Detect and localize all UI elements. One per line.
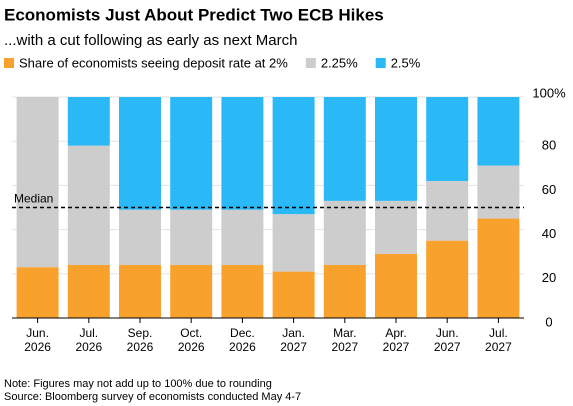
x-tick-label: Jan. xyxy=(282,326,305,340)
y-tick-label: 60 xyxy=(542,182,556,197)
x-tick-label: 2026 xyxy=(75,340,102,354)
x-tick-label: 2026 xyxy=(229,340,256,354)
bar-segment xyxy=(67,264,110,318)
bar-segment xyxy=(119,209,161,265)
bar-segment xyxy=(221,264,264,318)
bar-segment xyxy=(170,209,213,265)
x-tick-label: Jul. xyxy=(489,326,508,340)
legend-swatch xyxy=(305,58,316,68)
bar-segment xyxy=(323,264,366,318)
bar-segment xyxy=(477,218,520,318)
legend-swatch xyxy=(375,58,386,68)
bar-segment xyxy=(426,180,469,241)
chart-subtitle: ...with a cut following as early as next… xyxy=(4,32,297,49)
x-tick-label: 2027 xyxy=(331,340,358,354)
x-tick-label: 2026 xyxy=(127,340,154,354)
y-tick-label: 20 xyxy=(542,270,556,285)
legend-label: Share of economists seeing deposit rate … xyxy=(19,55,288,70)
y-tick-label: 40 xyxy=(542,226,556,241)
x-tick-label: Jul. xyxy=(79,326,98,340)
bar-segment xyxy=(477,97,520,166)
median-label: Median xyxy=(14,192,53,206)
source: Source: Bloomberg survey of economists c… xyxy=(4,391,301,403)
bar-segment xyxy=(119,97,161,210)
bar-segment xyxy=(272,271,315,318)
x-tick-label: 2027 xyxy=(434,340,461,354)
legend-label: 2.25% xyxy=(321,55,358,70)
x-tick-label: Apr. xyxy=(385,326,406,340)
bar-segment xyxy=(221,209,264,265)
bar-segment xyxy=(119,264,161,318)
y-tick-label: 80 xyxy=(542,138,556,153)
x-tick-label: Dec. xyxy=(230,326,255,340)
x-tick-label: Sep. xyxy=(128,326,153,340)
x-tick-label: 2027 xyxy=(485,340,512,354)
bar-segment xyxy=(426,240,469,318)
bar-segment xyxy=(375,200,417,254)
bar-segment xyxy=(272,214,315,272)
bar-segment xyxy=(16,267,59,318)
bar-segment xyxy=(323,200,366,265)
legend-swatch xyxy=(4,58,14,68)
x-tick-label: Jun. xyxy=(436,326,459,340)
chart-title: Economists Just About Predict Two ECB Hi… xyxy=(4,5,384,24)
bar-segment xyxy=(67,97,110,146)
y-tick-label: 100% xyxy=(532,85,566,100)
y-tick-label: 0 xyxy=(545,314,552,329)
bar-segment xyxy=(426,97,469,181)
x-tick-label: 2026 xyxy=(178,340,205,354)
x-tick-label: Oct. xyxy=(180,326,202,340)
legend-label: 2.5% xyxy=(391,55,421,70)
x-tick-label: 2027 xyxy=(280,340,307,354)
x-tick-label: 2026 xyxy=(24,340,51,354)
x-tick-label: Mar. xyxy=(333,326,356,340)
bar-segment xyxy=(375,253,417,318)
bar-segment xyxy=(375,97,417,201)
note: Note: Figures may not add up to 100% due… xyxy=(4,378,272,390)
bar-segment xyxy=(477,165,520,219)
bar-segment xyxy=(170,97,213,210)
x-tick-label: Jun. xyxy=(26,326,49,340)
x-tick-label: 2027 xyxy=(383,340,410,354)
bar-segment xyxy=(323,97,366,201)
bar-segment xyxy=(272,97,315,215)
bar-segment xyxy=(67,145,110,265)
bar-segment xyxy=(221,97,264,210)
bar-segment xyxy=(16,97,59,268)
bar-segment xyxy=(170,264,213,318)
